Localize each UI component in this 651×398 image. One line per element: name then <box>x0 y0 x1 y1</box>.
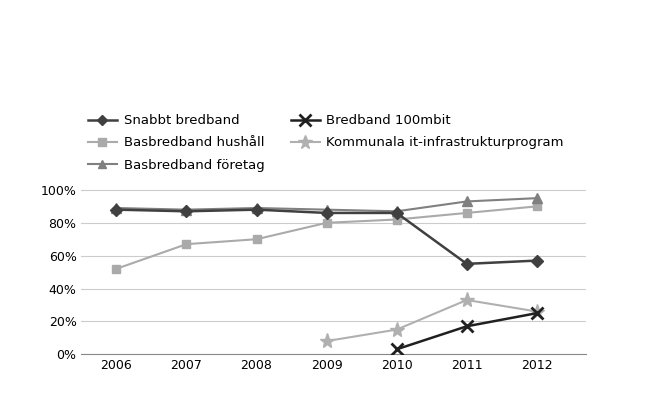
Legend: Snabbt bredband, Basbredband hushåll, Basbredband företag, Bredband 100mbit, Kom: Snabbt bredband, Basbredband hushåll, Ba… <box>88 114 564 172</box>
